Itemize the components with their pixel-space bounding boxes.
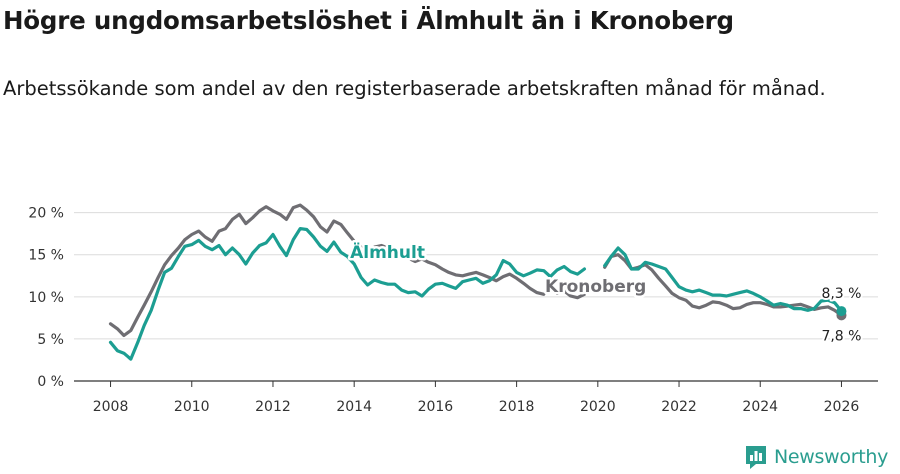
x-tick-label: 2008	[93, 399, 129, 415]
y-tick-label: 15 %	[28, 248, 64, 264]
brand-logo[interactable]: Newsworthy	[744, 442, 888, 472]
series-almhult	[108, 227, 847, 361]
x-tick-label: 2026	[824, 399, 860, 415]
series-kronoberg	[108, 203, 847, 338]
newsworthy-logo-icon	[746, 446, 766, 469]
end-label-kronoberg: 7,8 %	[821, 328, 861, 344]
chart-title: Högre ungdomsarbetslöshet i Älmhult än i…	[3, 6, 734, 35]
series-line-segment	[555, 289, 586, 300]
x-tick-label: 2012	[255, 399, 291, 415]
y-tick-label: 0 %	[37, 374, 64, 390]
series-label-kronoberg: Kronoberg	[545, 277, 646, 297]
y-tick-label: 10 %	[28, 290, 64, 306]
brand-name: Newsworthy	[774, 446, 889, 468]
series-line-segment	[108, 227, 586, 361]
series-line-segment	[406, 256, 546, 296]
x-tick-label: 2016	[418, 399, 454, 415]
series-line-segment	[108, 203, 363, 338]
series-end-dot	[836, 306, 847, 317]
chart-subtitle: Arbetssökande som andel av den registerb…	[3, 77, 826, 100]
x-tick-label: 2024	[742, 399, 778, 415]
series-lines	[108, 203, 847, 361]
y-tick-label: 5 %	[37, 332, 64, 348]
grid-lines	[74, 212, 878, 340]
x-axis: 2008 2010 2012 2014 2016 2018 2020 2022 2024 2026	[74, 380, 878, 415]
series-labels: Älmhult Kronoberg 8,3 % 7,8 %	[348, 239, 864, 347]
x-tick-label: 2010	[174, 399, 210, 415]
x-tick-label: 2020	[580, 399, 616, 415]
x-tick-label: 2022	[661, 399, 697, 415]
series-line-segment	[603, 246, 844, 313]
y-tick-label: 20 %	[28, 206, 64, 222]
series-label-almhult: Älmhult	[350, 241, 425, 263]
series-line-segment	[372, 243, 397, 252]
x-tick-label: 2018	[499, 399, 535, 415]
end-label-almhult: 8,3 %	[821, 286, 861, 302]
x-tick-label: 2014	[336, 399, 372, 415]
y-axis-ticks: 0 % 5 % 10 % 15 % 20 %	[28, 206, 64, 390]
